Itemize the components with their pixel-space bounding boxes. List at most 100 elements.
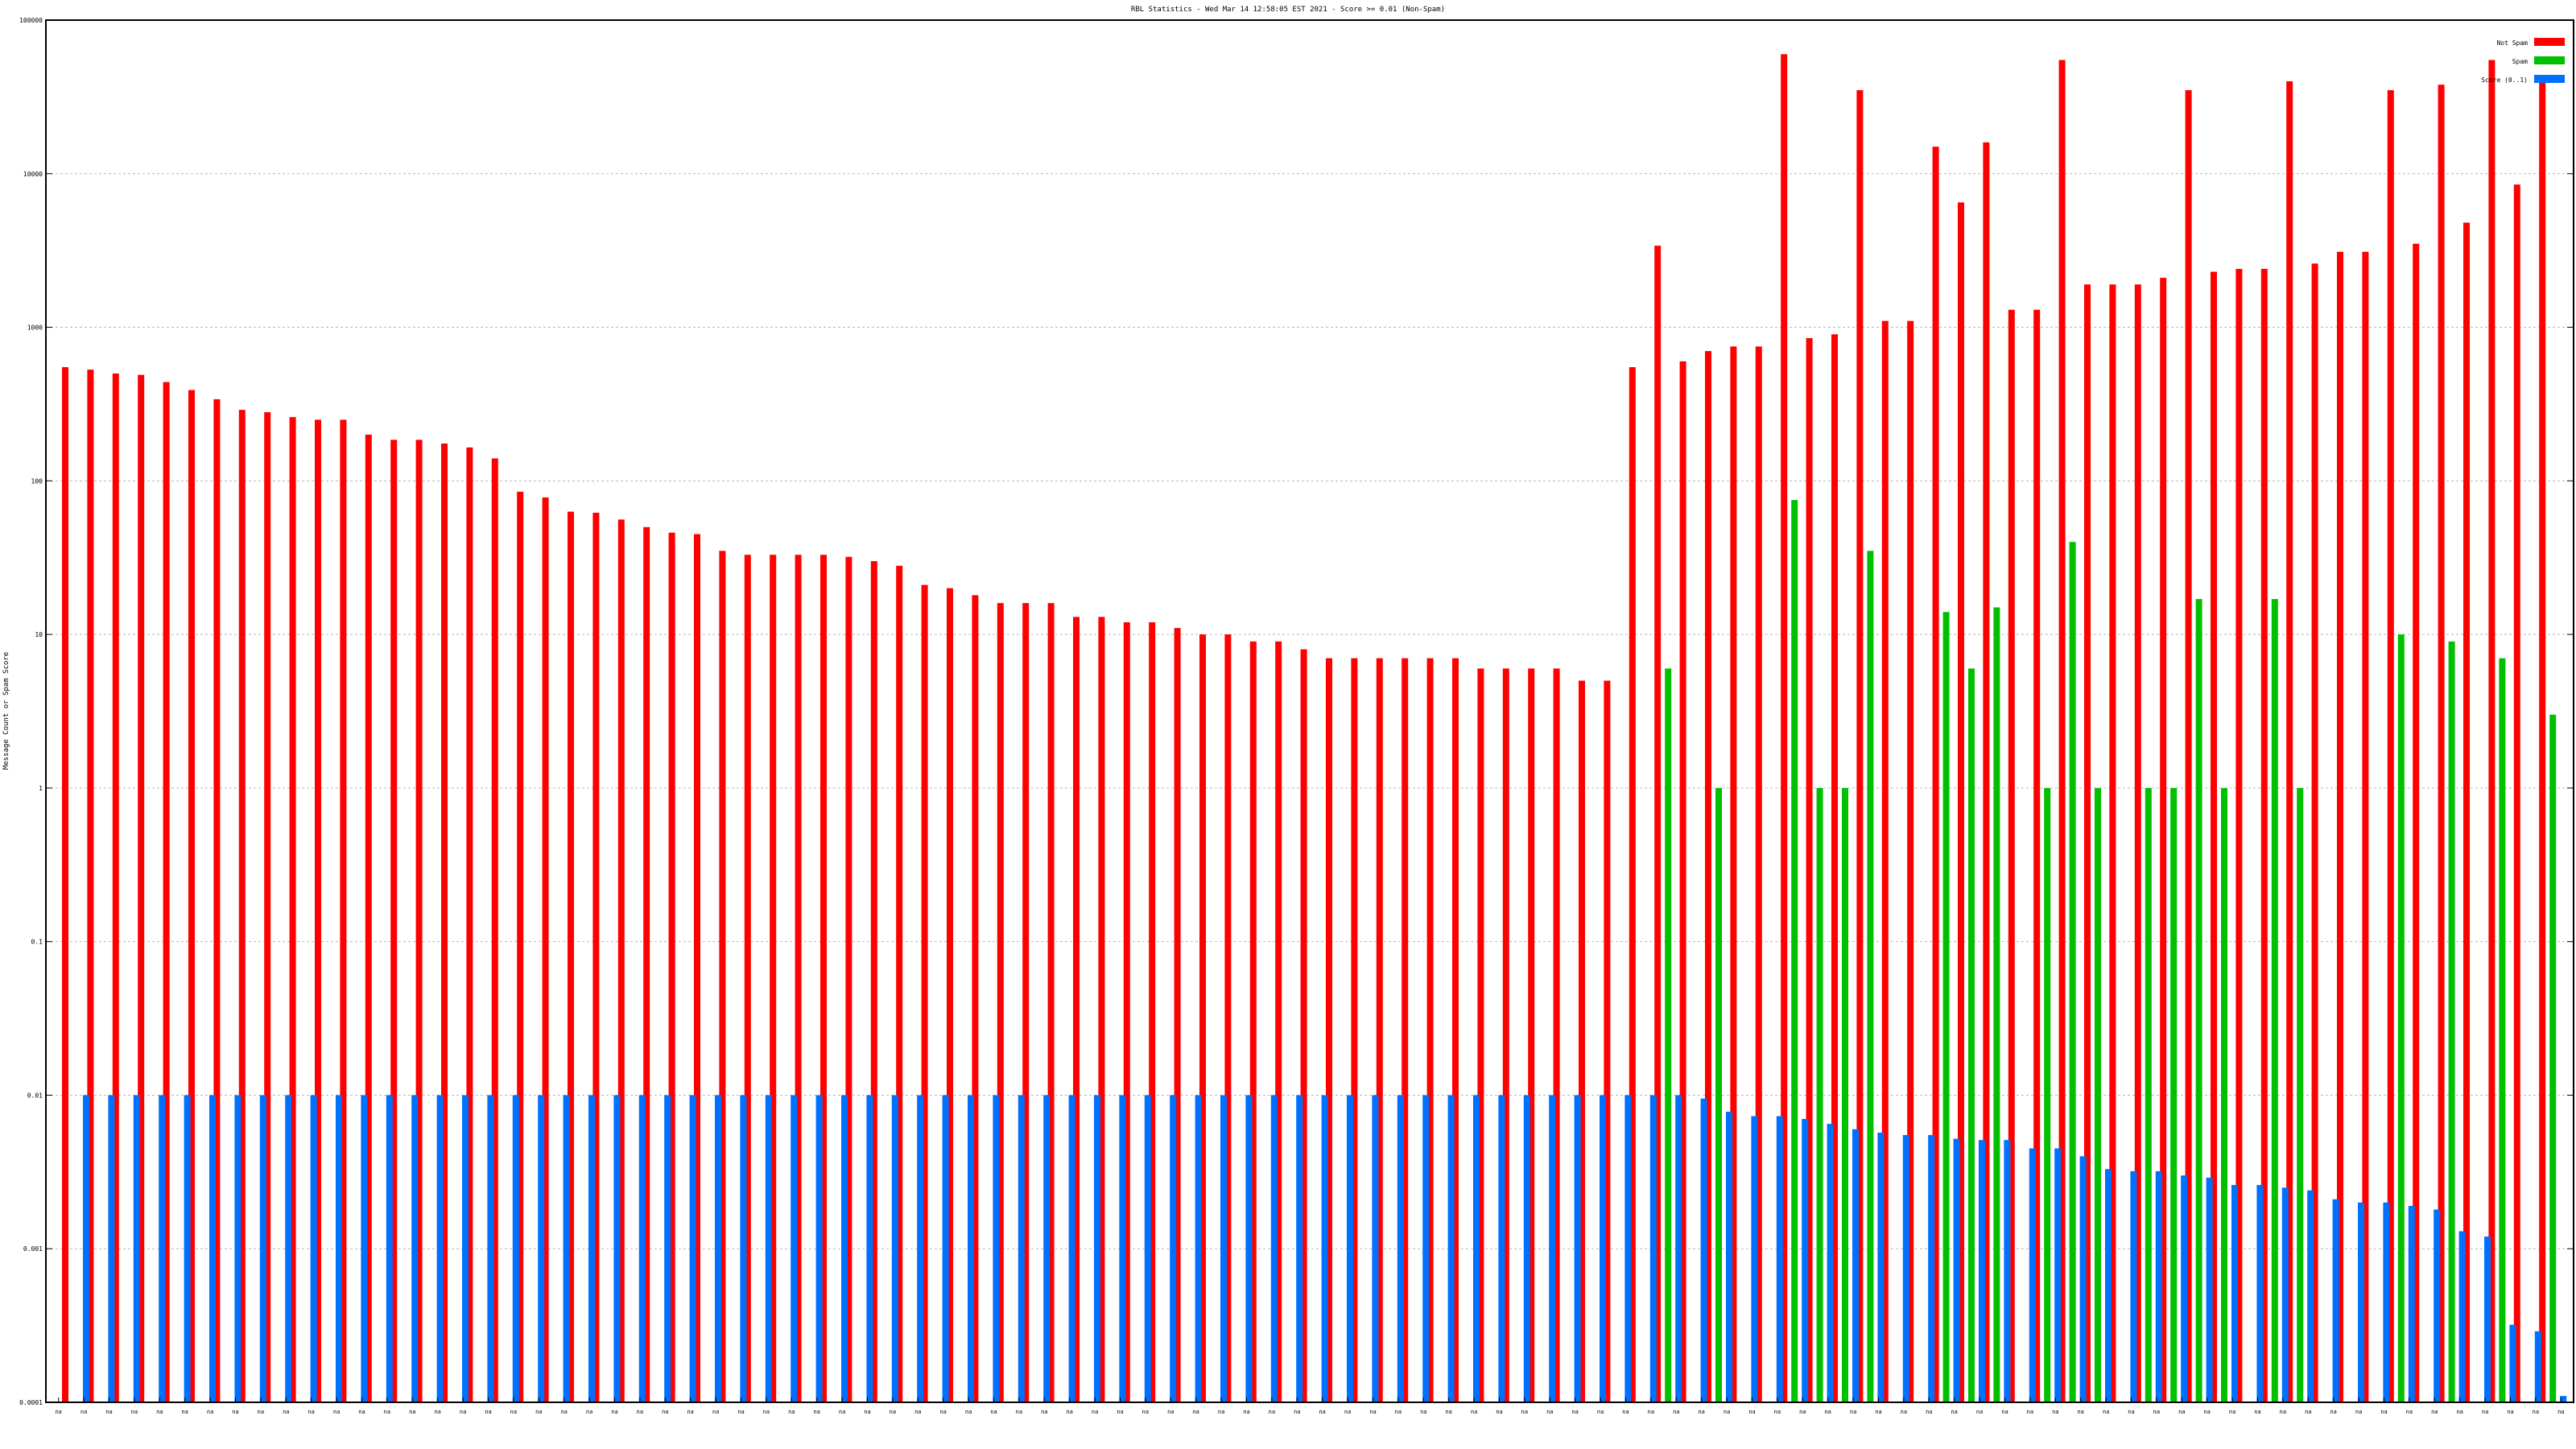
x-tick-label: na xyxy=(1319,1409,1325,1415)
x-tick-label: na xyxy=(788,1409,795,1415)
bar-not-spam xyxy=(1881,320,1889,1403)
x-tick-label: na xyxy=(2305,1409,2311,1415)
legend-swatch xyxy=(2534,56,2565,64)
x-tick-label: na xyxy=(1521,1409,1528,1415)
bar-score-0-1 xyxy=(1675,1095,1682,1402)
x-tick-label: na xyxy=(611,1409,617,1415)
bar-not-spam xyxy=(617,519,625,1402)
bar-score-0-1 xyxy=(2458,1231,2466,1402)
x-tick-label: na xyxy=(965,1409,972,1415)
bar-not-spam xyxy=(2235,269,2243,1402)
bar-score-0-1 xyxy=(740,1095,747,1402)
x-tick-label: na xyxy=(1673,1409,1679,1415)
bar-not-spam xyxy=(1958,202,1964,1403)
bar-not-spam xyxy=(870,561,877,1403)
bar-score-0-1 xyxy=(2560,1396,2567,1402)
bar-score-0-1 xyxy=(1624,1095,1632,1402)
bar-score-0-1 xyxy=(159,1095,166,1402)
bar-score-0-1 xyxy=(2004,1140,2011,1402)
bar-not-spam xyxy=(1856,89,1864,1402)
x-tick-label: na xyxy=(308,1409,314,1415)
bar-score-0-1 xyxy=(1372,1095,1379,1402)
bar-not-spam xyxy=(441,443,448,1403)
bar-not-spam xyxy=(1932,147,1939,1402)
bar-not-spam xyxy=(1654,246,1662,1403)
x-tick-label: na xyxy=(2254,1409,2260,1415)
bar-score-0-1 xyxy=(1523,1095,1530,1402)
x-tick-label: na xyxy=(1167,1409,1174,1415)
x-tick-label: na xyxy=(586,1409,592,1415)
bar-spam xyxy=(2069,542,2076,1402)
bar-score-0-1 xyxy=(1043,1095,1051,1402)
bar-score-0-1 xyxy=(2155,1170,2162,1402)
bar-not-spam xyxy=(1224,634,1232,1402)
bar-not-spam xyxy=(2438,85,2445,1402)
bar-not-spam xyxy=(315,419,321,1402)
x-tick-label: na xyxy=(560,1409,567,1415)
bar-score-0-1 xyxy=(1751,1116,1758,1402)
y-tick-label: 0.001 xyxy=(23,1245,43,1253)
bar-not-spam xyxy=(1477,668,1484,1402)
y-tick-label: 10 xyxy=(35,631,43,638)
bar-score-0-1 xyxy=(1447,1095,1455,1402)
bar-score-0-1 xyxy=(234,1095,242,1402)
bar-score-0-1 xyxy=(1245,1095,1253,1402)
x-tick-label: na xyxy=(2431,1409,2438,1415)
y-axis-label: Message Count or Spam Score xyxy=(2,652,10,770)
bar-not-spam xyxy=(947,588,953,1402)
bar-not-spam xyxy=(264,412,271,1402)
bar-not-spam xyxy=(390,440,398,1402)
bar-score-0-1 xyxy=(1902,1134,1909,1402)
x-tick-label: na xyxy=(2077,1409,2083,1415)
x-tick-label: na xyxy=(1648,1409,1654,1415)
bar-not-spam xyxy=(668,532,675,1402)
x-tick-label: na xyxy=(1117,1409,1123,1415)
bar-not-spam xyxy=(2058,60,2066,1402)
bar-score-0-1 xyxy=(512,1095,519,1402)
bar-score-0-1 xyxy=(2332,1199,2339,1402)
bar-score-0-1 xyxy=(2105,1169,2112,1402)
bar-score-0-1 xyxy=(1094,1095,1100,1402)
bar-not-spam xyxy=(415,440,423,1402)
bar-not-spam xyxy=(921,584,928,1402)
bar-score-0-1 xyxy=(1953,1138,1960,1402)
x-tick-label: na xyxy=(1850,1409,1856,1415)
bar-score-0-1 xyxy=(1574,1095,1581,1402)
bar-score-0-1 xyxy=(462,1095,469,1402)
y-tick-label: 0.0001 xyxy=(19,1399,43,1406)
x-tick-label: na xyxy=(1192,1409,1199,1415)
bar-not-spam xyxy=(2160,278,2167,1403)
x-tick-label: na xyxy=(2001,1409,2008,1415)
bar-not-spam xyxy=(2084,284,2091,1403)
x-tick-label: na xyxy=(1698,1409,1704,1415)
bar-not-spam xyxy=(2413,243,2420,1402)
x-tick-label: na xyxy=(1243,1409,1249,1415)
bar-not-spam xyxy=(1528,668,1535,1402)
x-tick-label: na xyxy=(2027,1409,2033,1415)
bar-spam xyxy=(2145,787,2152,1402)
bar-not-spam xyxy=(1629,367,1636,1402)
x-tick-label: na xyxy=(1218,1409,1224,1415)
bar-score-0-1 xyxy=(1270,1095,1278,1402)
y-tick-label: 100000 xyxy=(19,17,43,24)
x-tick-label: na xyxy=(1092,1409,1098,1415)
x-tick-label: na xyxy=(813,1409,819,1415)
bar-score-0-1 xyxy=(259,1095,266,1402)
bar-not-spam xyxy=(62,367,68,1402)
bar-not-spam xyxy=(972,595,979,1402)
x-tick-label: na xyxy=(2355,1409,2362,1415)
bar-not-spam xyxy=(568,511,574,1402)
bar-not-spam xyxy=(694,534,700,1402)
bar-not-spam xyxy=(517,491,524,1403)
bar-score-0-1 xyxy=(1144,1095,1151,1402)
x-tick-label: na xyxy=(914,1409,921,1415)
x-tick-label: na xyxy=(2557,1409,2564,1415)
axis-ticks: 0.0001 0.001 0.01 0.1 1 10 100 1000 10000 100000 n… xyxy=(19,17,2574,1415)
bar-not-spam xyxy=(2337,251,2343,1402)
bar-score-0-1 xyxy=(993,1095,1000,1402)
x-tick-label: na xyxy=(1951,1409,1957,1415)
bar-not-spam xyxy=(542,497,549,1402)
bar-not-spam xyxy=(2539,80,2546,1403)
bar-not-spam xyxy=(466,447,473,1402)
bar-score-0-1 xyxy=(866,1095,873,1402)
